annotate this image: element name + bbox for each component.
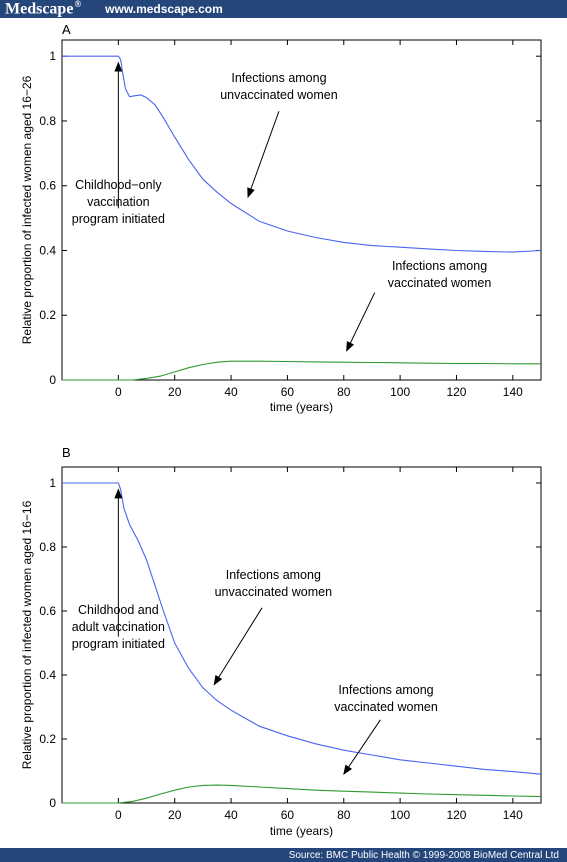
- y-tick-label: 0: [49, 373, 56, 387]
- x-tick-label: 120: [446, 385, 466, 399]
- annotation-text: program initiated: [72, 637, 165, 651]
- annotation-text: Infections among: [231, 71, 326, 85]
- vaccinated-infections-line: [62, 360, 541, 381]
- y-tick-label: 0.8: [39, 540, 56, 554]
- annotation-arrow: [343, 719, 381, 776]
- y-tick-label: 1: [49, 476, 56, 490]
- x-tick-label: 20: [168, 808, 182, 822]
- annotation-arrow: [213, 607, 263, 686]
- x-tick-label: 40: [224, 385, 238, 399]
- x-tick-label: 120: [446, 808, 466, 822]
- annotation-arrow: [247, 111, 280, 198]
- brand-name: Medscape: [5, 0, 74, 18]
- y-axis-label: Relative proportion of infected women ag…: [20, 500, 34, 769]
- unvaccinated-infections-line: [62, 55, 542, 253]
- y-tick-label: 0.4: [39, 668, 56, 682]
- annotation-text: Infections among: [226, 568, 321, 582]
- annotation-text: Infections among: [392, 259, 487, 273]
- x-tick-label: 20: [168, 385, 182, 399]
- medscape-logo: Medscape®: [5, 0, 81, 19]
- y-tick-label: 0.6: [39, 604, 56, 618]
- y-tick-label: 0.2: [39, 732, 56, 746]
- registered-mark: ®: [74, 0, 82, 10]
- annotation-text: unvaccinated women: [220, 88, 337, 102]
- x-tick-label: 60: [281, 385, 295, 399]
- source-footer-bar: Source: BMC Public Health © 1999-2008 Bi…: [0, 848, 567, 862]
- y-tick-label: 0.4: [39, 243, 56, 257]
- x-tick-label: 100: [390, 385, 410, 399]
- panel-label: B: [62, 445, 71, 460]
- annotation-text: unvaccinated women: [215, 585, 332, 599]
- x-tick-label: 0: [115, 385, 122, 399]
- x-tick-label: 80: [337, 808, 351, 822]
- y-tick-label: 0.8: [39, 114, 56, 128]
- y-tick-label: 1: [49, 49, 56, 63]
- annotation-text: vaccinated women: [388, 276, 492, 290]
- x-tick-label: 140: [503, 808, 523, 822]
- y-tick-label: 0.2: [39, 308, 56, 322]
- panel-label: A: [62, 22, 71, 37]
- chart-panel-a: A 0 20 40 60 80 100 120 140 0 0.2 0.4 0.6 0.8 1 time (y…: [20, 22, 542, 414]
- annotation-arrow: [346, 292, 376, 352]
- y-axis-label: Relative proportion of infected women ag…: [20, 75, 34, 344]
- x-axis-label: time (years): [270, 400, 333, 414]
- plot-area-frame: [61, 39, 542, 381]
- annotation-text: vaccinated women: [334, 700, 438, 714]
- x-tick-label: 40: [224, 808, 238, 822]
- x-tick-label: 140: [503, 385, 523, 399]
- x-tick-label: 0: [115, 808, 122, 822]
- annotation-text: program initiated: [72, 212, 165, 226]
- y-tick-label: 0: [49, 796, 56, 810]
- plot-area-frame: [61, 466, 542, 804]
- vaccinated-infections-line: [62, 784, 542, 804]
- unvaccinated-infections-line: [62, 482, 542, 775]
- site-url-link[interactable]: www.medscape.com: [105, 2, 223, 16]
- x-tick-label: 60: [281, 808, 295, 822]
- y-tick-label: 0.6: [39, 179, 56, 193]
- x-tick-label: 100: [390, 808, 410, 822]
- x-axis-label: time (years): [270, 824, 333, 838]
- x-tick-label: 80: [337, 385, 351, 399]
- publisher-header-bar: Medscape® www.medscape.com: [0, 0, 567, 18]
- source-credit: Source: BMC Public Health © 1999-2008 Bi…: [288, 849, 559, 861]
- annotation-text: Infections among: [338, 683, 433, 697]
- chart-panel-b: B 0 20 40 60 80 100 120 140 0 0.2 0.4 0.6 0.8 1 time (y…: [20, 445, 542, 838]
